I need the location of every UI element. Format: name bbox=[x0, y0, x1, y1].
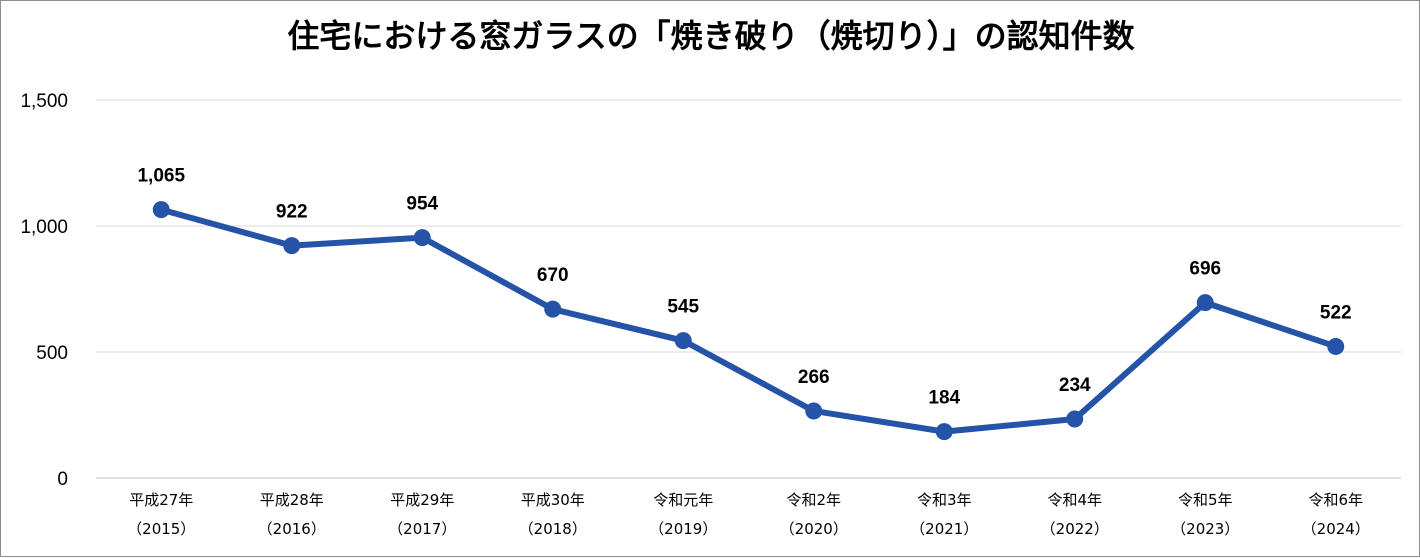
data-point-marker bbox=[1196, 294, 1214, 312]
x-tick-label-western-year: （2021） bbox=[910, 520, 978, 538]
x-tick-label-western-year: （2018） bbox=[519, 520, 587, 538]
x-axis-ticks: 平成27年 （2015） 平成28年 （2016） 平成29年 （2017） 平成30年 （2… bbox=[127, 491, 1370, 538]
x-tick-label-year: 平成30年 bbox=[521, 491, 585, 509]
x-tick-label-western-year: （2019） bbox=[649, 520, 717, 538]
data-label: 184 bbox=[928, 388, 960, 409]
x-tick-label-year: 令和6年 bbox=[1308, 491, 1363, 509]
x-tick-label-year: 令和2年 bbox=[786, 491, 841, 509]
y-tick-label: 500 bbox=[36, 343, 68, 364]
y-tick-label: 0 bbox=[57, 469, 68, 490]
data-point-marker bbox=[152, 201, 170, 219]
data-point-marker bbox=[544, 300, 562, 318]
data-label: 922 bbox=[276, 202, 308, 223]
x-tick-label-western-year: （2023） bbox=[1171, 520, 1239, 538]
x-tick-label-western-year: （2015） bbox=[127, 520, 195, 538]
data-label: 545 bbox=[667, 297, 699, 318]
series-line bbox=[158, 206, 1339, 435]
data-label: 266 bbox=[798, 367, 830, 388]
data-label: 670 bbox=[537, 265, 569, 286]
x-tick-label-western-year: （2024） bbox=[1302, 520, 1370, 538]
data-point-marker bbox=[283, 237, 301, 255]
data-point-marker bbox=[805, 402, 823, 420]
data-label: 954 bbox=[406, 194, 438, 215]
data-point-marker bbox=[674, 332, 692, 350]
y-tick-label: 1,000 bbox=[20, 217, 68, 238]
gridlines bbox=[96, 99, 1401, 479]
data-label: 696 bbox=[1189, 259, 1221, 280]
y-axis-ticks: 0 500 1,000 1,500 bbox=[20, 91, 68, 490]
x-tick-label-western-year: （2016） bbox=[258, 520, 326, 538]
series-line-group bbox=[152, 201, 1345, 441]
x-tick-label-year: 令和4年 bbox=[1047, 491, 1102, 509]
x-tick-label-year: 平成27年 bbox=[129, 491, 193, 509]
data-point-marker bbox=[1066, 410, 1084, 428]
data-point-marker bbox=[935, 423, 953, 441]
data-labels: 1,065 922 954 670 545 266 184 234 696 522 bbox=[137, 166, 1351, 409]
x-tick-label-year: 令和5年 bbox=[1178, 491, 1233, 509]
data-point-marker bbox=[413, 229, 431, 247]
x-tick-label-year: 令和元年 bbox=[653, 491, 713, 509]
x-tick-label-western-year: （2022） bbox=[1041, 520, 1109, 538]
y-tick-label: 1,500 bbox=[20, 91, 68, 112]
data-label: 522 bbox=[1320, 302, 1352, 323]
x-tick-label-western-year: （2020） bbox=[780, 520, 848, 538]
x-tick-label-year: 平成28年 bbox=[260, 491, 324, 509]
x-tick-label-year: 平成29年 bbox=[390, 491, 454, 509]
data-label: 234 bbox=[1059, 375, 1091, 396]
x-tick-label-year: 令和3年 bbox=[917, 491, 972, 509]
chart-title: 住宅における窓ガラスの「焼き破り（焼切り）」の認知件数 bbox=[287, 17, 1135, 55]
x-tick-label-western-year: （2017） bbox=[388, 520, 456, 538]
data-label: 1,065 bbox=[137, 166, 185, 187]
data-point-marker bbox=[1327, 337, 1345, 355]
